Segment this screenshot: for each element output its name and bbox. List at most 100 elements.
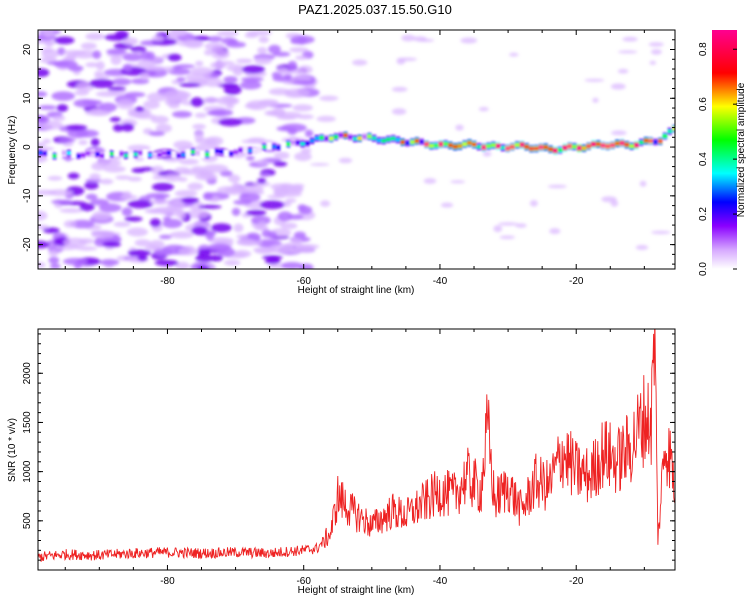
heatmap-cell [42, 40, 57, 45]
heatmap-cell [376, 138, 382, 142]
heatmap-cell [85, 32, 105, 41]
heatmap-cell [99, 178, 114, 185]
heatmap-cell [391, 86, 408, 92]
heatmap-cell [498, 222, 518, 226]
heatmap-cell [510, 145, 515, 149]
signal-ridge [38, 124, 675, 160]
heatmap-cell [38, 105, 57, 110]
heatmap-cell [262, 145, 267, 149]
heatmap-cell [52, 154, 57, 158]
heatmap-cell [116, 99, 134, 110]
y-tick-label: -20 [22, 237, 33, 252]
heatmap-cell [99, 259, 120, 266]
heatmap-cell [239, 80, 262, 90]
heatmap-cell [62, 50, 87, 55]
heatmap-cell [605, 144, 610, 148]
snr-frame [37, 328, 676, 571]
heatmap-cell [572, 145, 577, 149]
heatmap-cell [216, 83, 239, 88]
heatmap-cell [600, 144, 606, 147]
heatmap-cell [246, 155, 255, 161]
heatmap-cell [52, 115, 66, 121]
heatmap-cell [581, 146, 587, 150]
heatmap-cell [38, 262, 46, 268]
heatmap-cell [548, 147, 553, 151]
heatmap-cell [112, 124, 124, 132]
heatmap-cell [289, 47, 309, 53]
heatmap-cell [98, 203, 122, 213]
y-tick-label: 500 [22, 512, 33, 529]
heatmap-cell [649, 60, 657, 65]
heatmap-cell [292, 104, 313, 112]
heatmap-cell [615, 141, 620, 145]
heatmap-cell [195, 138, 218, 145]
heatmap-cell [244, 32, 259, 38]
heatmap-cell [147, 153, 153, 157]
heatmap-cell [172, 110, 192, 118]
heatmap-cell [42, 151, 48, 155]
heatmap-cell [304, 129, 314, 138]
heatmap-cell [410, 140, 415, 144]
heatmap-cell [438, 142, 444, 146]
heatmap-cell [121, 123, 134, 132]
heatmap-cell [174, 190, 198, 197]
heatmap-cell [357, 136, 362, 140]
colorbar: 0.0 0.2 0.4 0.6 0.8 Normalized spectral ampl… [698, 30, 747, 276]
heatmap-cell [226, 41, 246, 48]
heatmap-cell [267, 194, 285, 199]
heatmap-cell [557, 148, 563, 152]
snr-panel: -80 -60 -40 -20 500 1000 1500 2000 Height of s… [7, 328, 676, 596]
heatmap-cell [79, 203, 95, 212]
snr-x-ticks: -80 -60 -40 -20 [64, 329, 645, 587]
heatmap-cell [63, 220, 77, 228]
heatmap-cell [58, 137, 76, 143]
colorbar-tick-label: 0.0 [698, 262, 709, 276]
heatmap-cell [277, 211, 293, 222]
heatmap-cell [274, 151, 290, 160]
heatmap-cell [395, 138, 401, 142]
heatmap-cell [543, 145, 548, 149]
heatmap-cell [547, 184, 567, 189]
heatmap-cell [440, 202, 454, 208]
heatmap-cell [128, 154, 134, 158]
heatmap-cell [610, 199, 619, 207]
heatmap-cell [310, 163, 330, 166]
heatmap-cell [122, 63, 133, 72]
heatmap-cell [236, 238, 256, 246]
heatmap-cell [40, 47, 54, 53]
heatmap-cell [300, 142, 305, 146]
heatmap-cell [176, 210, 187, 220]
heatmap-cell [149, 218, 161, 228]
heatmap-cell [247, 137, 266, 143]
heatmap-cell [122, 191, 132, 199]
snr-series-line [38, 329, 675, 562]
heatmap-cell [176, 154, 181, 158]
heatmap-cell [367, 134, 372, 138]
heatmap-cell [291, 237, 302, 245]
heatmap-cell [53, 60, 78, 68]
heatmap-cell [66, 151, 72, 155]
heatmap-cell [290, 39, 309, 45]
heatmap-cell [190, 150, 196, 154]
heatmap-cell [268, 256, 279, 262]
heatmap-cell [148, 208, 163, 214]
heatmap-cell [482, 151, 492, 157]
heatmap-cell [519, 143, 525, 147]
heatmap-cell [206, 111, 227, 116]
heatmap-cell [200, 153, 205, 157]
heatmap-cell [162, 218, 183, 229]
heatmap-cell [343, 133, 348, 137]
heatmap-cell [38, 224, 50, 230]
heatmap-cell [267, 231, 278, 239]
heatmap-cell [176, 77, 186, 82]
heatmap-cell [256, 159, 269, 165]
heatmap-cell [38, 151, 43, 155]
heatmap-cell [467, 141, 472, 145]
heatmap-cell [424, 142, 429, 146]
heatmap-cell [164, 173, 182, 182]
heatmap-cell [650, 49, 662, 55]
x-tick-label: -20 [569, 576, 584, 587]
heatmap-cell [299, 263, 314, 269]
heatmap-cell [162, 151, 167, 155]
heatmap-cell [162, 216, 171, 221]
